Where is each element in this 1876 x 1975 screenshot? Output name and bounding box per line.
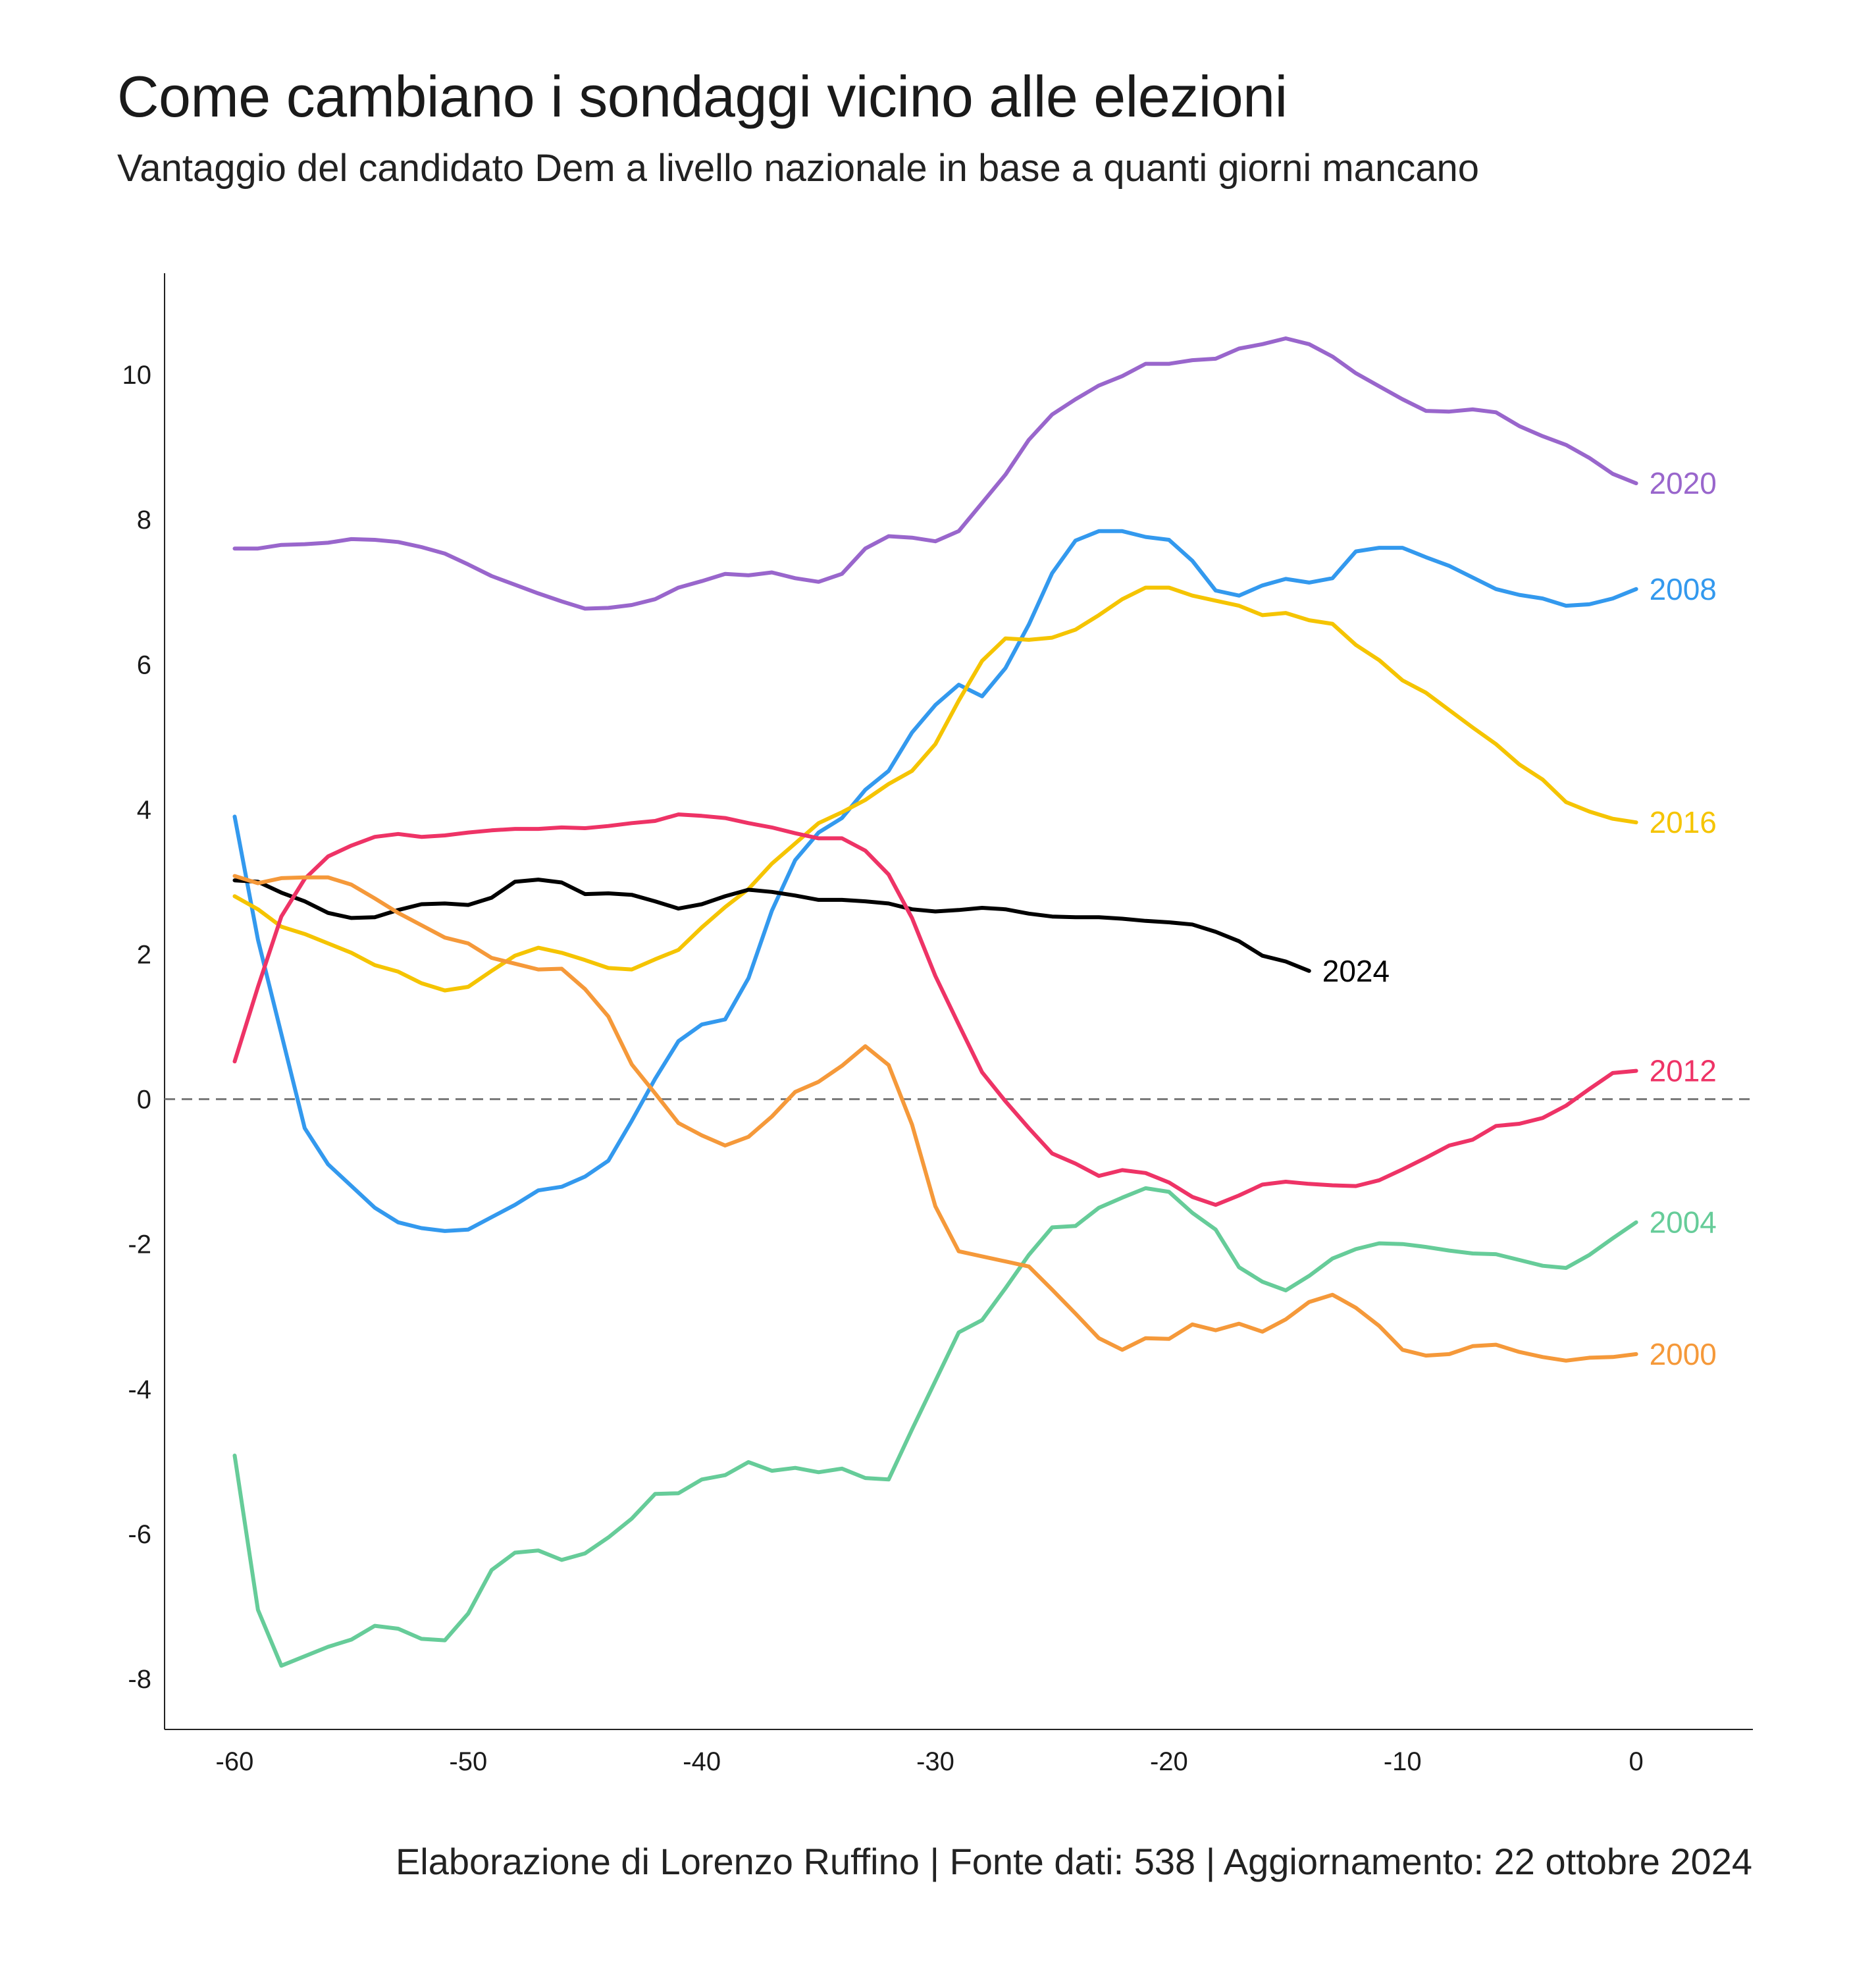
series-line-2016: [232, 585, 1638, 993]
series-line-2020: [232, 336, 1638, 611]
series-line-2008: [232, 529, 1638, 1233]
series-label-2000: 2000: [1650, 1337, 1717, 1371]
chart-title: Come cambiano i sondaggi vicino alle ele…: [117, 64, 1288, 129]
y-tick-label: -8: [128, 1665, 151, 1694]
x-tick-label: -40: [683, 1747, 721, 1776]
x-tick-label: -60: [216, 1747, 254, 1776]
series-line-2024: [232, 878, 1311, 973]
y-tick-label: 2: [137, 940, 151, 969]
x-tick-label: -10: [1384, 1747, 1422, 1776]
y-tick-label: 4: [137, 795, 151, 824]
series-label-2024: 2024: [1322, 954, 1390, 988]
series-label-2008: 2008: [1650, 572, 1717, 606]
series-label-2004: 2004: [1650, 1205, 1717, 1240]
y-tick-label: -2: [128, 1230, 151, 1259]
series-label-2020: 2020: [1650, 466, 1717, 500]
plot-area: [165, 336, 1753, 1668]
series-label-2016: 2016: [1650, 805, 1717, 839]
x-tick-label: -20: [1150, 1747, 1188, 1776]
x-tick-label: 0: [1628, 1747, 1643, 1776]
y-tick-label: 8: [137, 506, 151, 535]
series-line-2000: [232, 874, 1638, 1363]
x-tick-label: -50: [449, 1747, 487, 1776]
series-line-2012: [232, 812, 1638, 1207]
y-tick-label: 10: [122, 361, 152, 390]
y-tick-label: 6: [137, 650, 151, 679]
x-tick-label: -30: [916, 1747, 954, 1776]
series-labels: 2020 2008 2016 2024 2012 2004 2000: [1322, 466, 1717, 1371]
y-tick-label: -4: [128, 1375, 151, 1404]
y-tick-label: -6: [128, 1520, 151, 1549]
series-line-2004: [232, 1186, 1638, 1668]
series-label-2012: 2012: [1650, 1054, 1717, 1088]
chart-caption: Elaborazione di Lorenzo Ruffino | Fonte …: [395, 1841, 1752, 1882]
y-tick-label: 0: [137, 1086, 151, 1115]
chart-subtitle: Vantaggio del candidato Dem a livello na…: [117, 147, 1479, 190]
